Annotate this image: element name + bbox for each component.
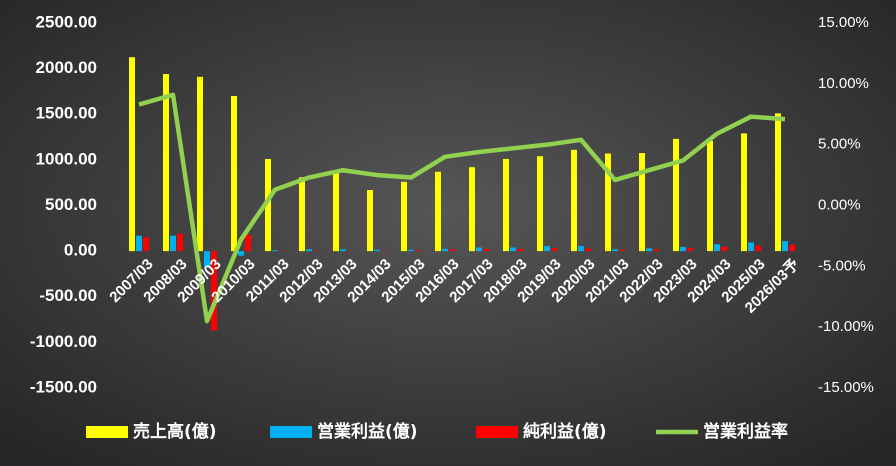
y2-tick-label: -10.00% bbox=[818, 318, 874, 335]
bar bbox=[408, 249, 414, 252]
bar bbox=[333, 170, 339, 252]
bar bbox=[299, 177, 305, 252]
bar bbox=[612, 249, 618, 252]
bar bbox=[415, 250, 421, 252]
legend-swatch bbox=[86, 426, 128, 438]
legend-label: 純利益(億) bbox=[523, 421, 607, 442]
bar bbox=[510, 247, 516, 252]
y-tick-label: 2500.00 bbox=[36, 12, 97, 31]
bar bbox=[143, 236, 149, 252]
bar bbox=[204, 251, 210, 268]
bar bbox=[578, 246, 584, 252]
y-tick-label: -1500.00 bbox=[30, 377, 97, 396]
bar bbox=[129, 57, 135, 252]
bar bbox=[163, 74, 169, 252]
y-tick-label: 0.00 bbox=[64, 241, 97, 260]
y-tick-label: 2000.00 bbox=[36, 58, 97, 77]
bar bbox=[680, 247, 686, 252]
bar bbox=[483, 248, 489, 252]
bar bbox=[537, 156, 543, 252]
bar bbox=[619, 249, 625, 252]
bar bbox=[775, 113, 781, 252]
bar bbox=[741, 133, 747, 252]
y2-tick-label: 10.00% bbox=[818, 75, 869, 92]
bar bbox=[789, 244, 795, 252]
bar bbox=[544, 246, 550, 252]
bar bbox=[469, 167, 475, 252]
bar bbox=[272, 250, 278, 252]
bar bbox=[177, 233, 183, 252]
bar bbox=[476, 247, 482, 252]
bar bbox=[714, 244, 720, 252]
bar bbox=[231, 96, 237, 252]
bar bbox=[265, 158, 271, 252]
bar bbox=[197, 76, 203, 252]
y2-tick-label: 5.00% bbox=[818, 136, 861, 153]
bar bbox=[571, 149, 577, 252]
legend-label: 売上高(億) bbox=[133, 421, 217, 442]
legend-label: 営業利益(億) bbox=[317, 421, 418, 442]
bar bbox=[435, 171, 441, 252]
bar bbox=[653, 249, 659, 252]
y-tick-label: -1000.00 bbox=[30, 332, 97, 351]
bar bbox=[721, 246, 727, 252]
legend-swatch bbox=[270, 426, 312, 438]
y2-tick-label: -15.00% bbox=[818, 379, 874, 396]
bar bbox=[755, 245, 761, 252]
bar bbox=[211, 251, 217, 331]
y-tick-label: 1500.00 bbox=[36, 104, 97, 123]
line bbox=[138, 92, 786, 324]
bar bbox=[605, 153, 611, 252]
bar bbox=[639, 153, 645, 252]
y2-tick-label: 0.00% bbox=[818, 196, 861, 213]
bar bbox=[517, 248, 523, 252]
bar bbox=[245, 234, 251, 252]
bar bbox=[170, 235, 176, 252]
y-tick-label: 1000.00 bbox=[36, 149, 97, 168]
bar bbox=[707, 140, 713, 252]
bar bbox=[551, 247, 557, 252]
bar bbox=[646, 248, 652, 252]
y-tick-label: 500.00 bbox=[45, 195, 97, 214]
y2-tick-label: -5.00% bbox=[818, 257, 866, 274]
bar bbox=[748, 242, 754, 252]
bar bbox=[401, 181, 407, 252]
bar bbox=[673, 138, 679, 252]
bar bbox=[503, 158, 509, 252]
bar bbox=[238, 251, 244, 256]
bar bbox=[442, 248, 448, 252]
bar bbox=[374, 249, 380, 252]
bar bbox=[136, 235, 142, 252]
bar bbox=[585, 248, 591, 252]
legend-swatch bbox=[476, 426, 518, 438]
y-tick-label: -500.00 bbox=[39, 286, 97, 305]
bar bbox=[782, 241, 788, 252]
bar bbox=[367, 189, 373, 252]
y2-tick-label: 15.00% bbox=[818, 14, 869, 31]
bar bbox=[340, 249, 346, 252]
legend-label: 営業利益率 bbox=[703, 421, 788, 442]
bar bbox=[306, 249, 312, 252]
bar bbox=[687, 247, 693, 252]
bar bbox=[449, 249, 455, 252]
